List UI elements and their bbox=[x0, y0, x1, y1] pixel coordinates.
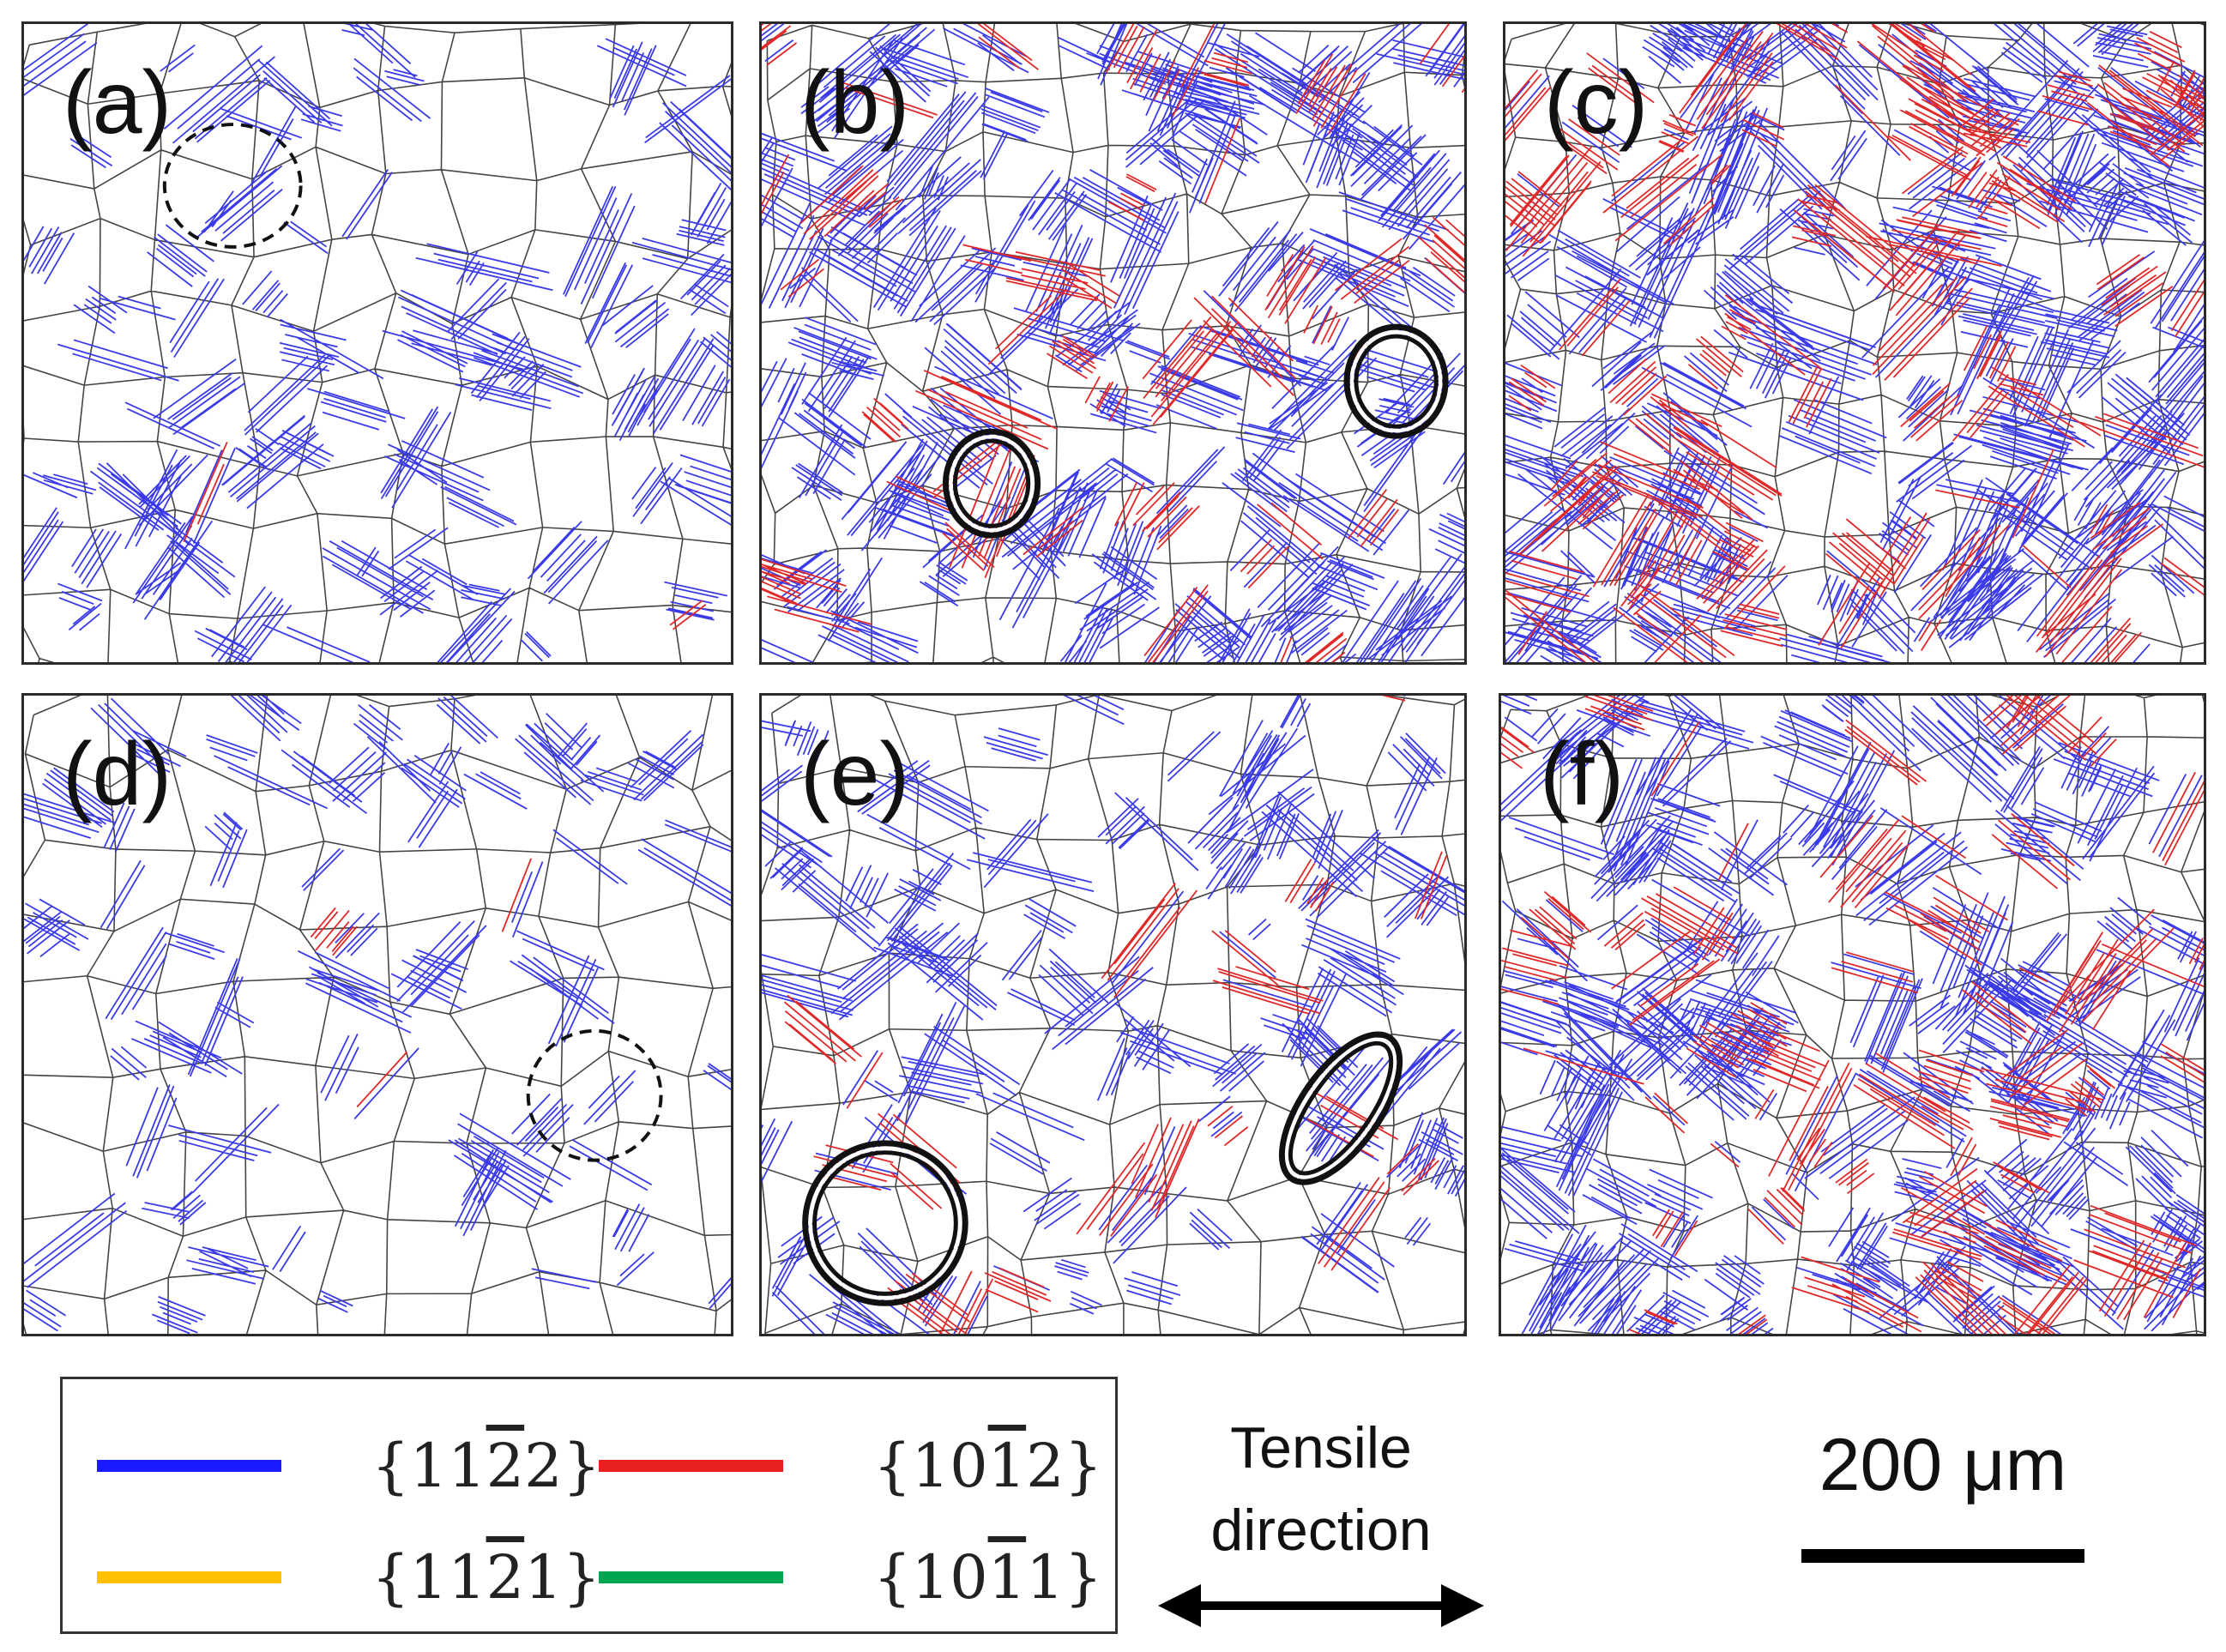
grain-boundaries bbox=[762, 696, 1464, 1334]
ring-marker bbox=[1278, 1031, 1403, 1185]
legend-swatch-green bbox=[599, 1571, 783, 1583]
micrograph-e bbox=[762, 696, 1464, 1334]
grain-boundaries bbox=[24, 24, 731, 662]
legend-swatch-yellow bbox=[97, 1571, 281, 1583]
scale-bar-line bbox=[1801, 1549, 2084, 1563]
blue-twin-lines bbox=[1501, 696, 2204, 1334]
legend-label: {1012} bbox=[873, 1431, 1103, 1501]
red-twin-lines bbox=[762, 24, 1464, 662]
blue-twin-lines bbox=[24, 24, 731, 662]
panel-a: (a) bbox=[21, 21, 733, 665]
panel-e: (e) bbox=[759, 693, 1467, 1336]
dashed-circle-marker bbox=[526, 1028, 663, 1162]
scale-bar: 200 μm bbox=[1797, 1428, 2089, 1563]
direction-label: Tensile direction bbox=[1210, 1415, 1432, 1563]
red-twin-lines bbox=[1501, 696, 2204, 1334]
red-twin-lines bbox=[310, 858, 533, 1108]
panel-d: (d) bbox=[21, 693, 733, 1336]
dashed-circle-marker bbox=[162, 123, 303, 249]
micrograph-c bbox=[1505, 24, 2204, 662]
grain-boundaries bbox=[1505, 24, 2204, 662]
panel-label: (a) bbox=[63, 53, 172, 153]
panel-c: (c) bbox=[1503, 21, 2206, 665]
red-twin-lines bbox=[1505, 24, 2204, 662]
panel-label: (e) bbox=[800, 725, 910, 824]
ring-marker bbox=[942, 428, 1041, 539]
scale-bar-label: 200 μm bbox=[1819, 1424, 2067, 1506]
legend-label: {1122} bbox=[371, 1431, 601, 1501]
double-arrow-icon bbox=[1158, 1584, 1484, 1627]
legend-swatch-blue bbox=[97, 1460, 281, 1472]
micrograph-b bbox=[762, 24, 1464, 662]
micrograph-d bbox=[24, 696, 731, 1334]
legend-label: {1011} bbox=[873, 1542, 1103, 1613]
panel-label: (d) bbox=[63, 725, 172, 824]
tensile-direction: Tensile direction bbox=[1158, 1407, 1484, 1636]
panel-b: (b) bbox=[759, 21, 1467, 665]
ring-marker bbox=[802, 1140, 968, 1306]
panel-label: (f) bbox=[1540, 725, 1625, 824]
micrograph-a bbox=[24, 24, 731, 662]
panel-f: (f) bbox=[1499, 693, 2206, 1336]
red-twin-lines bbox=[783, 696, 1448, 1334]
legend-box: {1122} {1012} {1121} {1011} bbox=[60, 1377, 1118, 1634]
red-twin-lines bbox=[183, 442, 707, 630]
panel-label: (b) bbox=[800, 53, 910, 153]
legend-label: {1121} bbox=[371, 1542, 601, 1613]
panel-label: (c) bbox=[1544, 53, 1649, 153]
blue-twin-lines bbox=[762, 696, 1464, 1334]
legend-swatch-red bbox=[599, 1460, 783, 1472]
micrograph-f bbox=[1501, 696, 2204, 1334]
ring-marker bbox=[1343, 323, 1449, 439]
